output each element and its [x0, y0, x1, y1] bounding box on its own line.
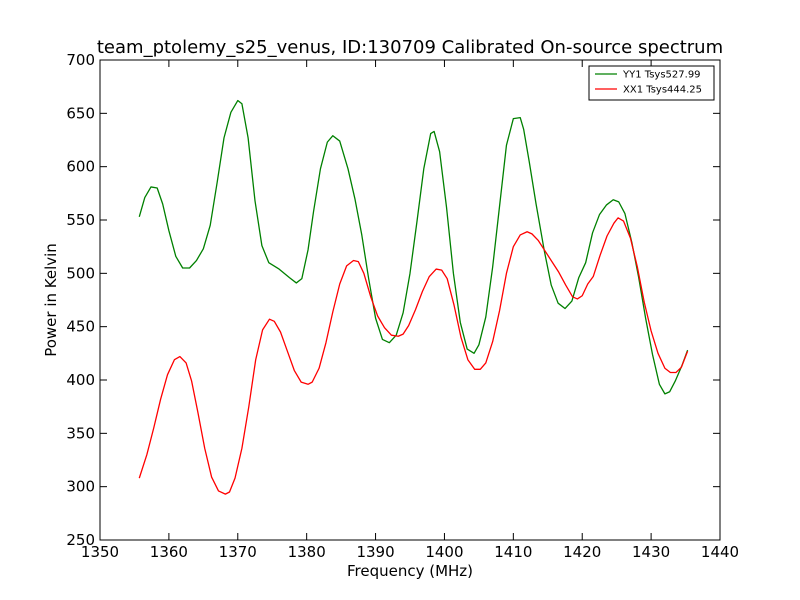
y-tick-label: 650	[66, 104, 95, 122]
legend-box	[588, 65, 715, 101]
series-line-xx1	[138, 217, 689, 495]
x-tick-label: 1440	[701, 543, 739, 561]
chart-title: team_ptolemy_s25_venus, ID:130709 Calibr…	[97, 37, 723, 58]
x-tick-label: 1380	[288, 543, 326, 561]
legend-label-yy1: YY1 Tsys527.99	[622, 70, 701, 81]
y-tick-label: 550	[66, 211, 95, 229]
y-tick-label: 600	[66, 158, 95, 176]
y-tick-label: 250	[66, 531, 95, 549]
x-tick-label: 1400	[425, 543, 463, 561]
x-tick-label: 1360	[150, 543, 188, 561]
series-line-yy1	[138, 99, 689, 395]
x-tick-label: 1430	[632, 543, 670, 561]
legend: YY1 Tsys527.99 XX1 Tsys444.25	[588, 65, 715, 101]
y-tick-label: 450	[66, 318, 95, 336]
series-layer	[138, 99, 689, 495]
x-axis-label: Frequency (MHz)	[347, 562, 473, 580]
y-tick-label: 350	[66, 424, 95, 442]
y-tick-label: 500	[66, 264, 95, 282]
x-tick-label: 1390	[356, 543, 394, 561]
plot-frame	[99, 59, 721, 541]
y-axis-label: Power in Kelvin	[42, 243, 60, 357]
legend-label-xx1: XX1 Tsys444.25	[623, 85, 702, 96]
y-tick-label: 700	[66, 51, 95, 69]
tick-layer: 1350 1360 1370 1380 1390 1400 1410 1420 1430 1440…	[66, 51, 739, 561]
x-tick-label: 1410	[494, 543, 532, 561]
y-tick-label: 400	[66, 371, 95, 389]
x-tick-label: 1350	[81, 543, 119, 561]
y-tick-label: 300	[66, 478, 95, 496]
x-tick-label: 1370	[219, 543, 257, 561]
x-tick-label: 1420	[563, 543, 601, 561]
